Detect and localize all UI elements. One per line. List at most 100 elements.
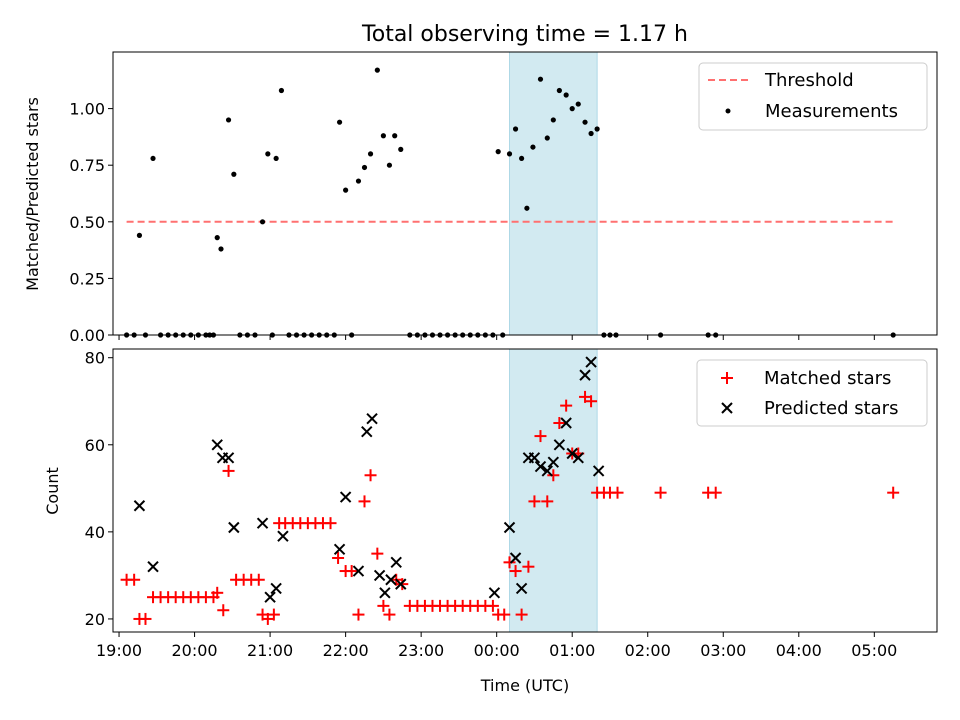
shaded-span	[509, 51, 598, 336]
x-tick-label: 03:00	[700, 641, 746, 660]
predicted-point	[503, 521, 516, 534]
matched-point	[364, 469, 377, 482]
y-tick-label: 80	[85, 349, 105, 368]
measurement-point	[278, 87, 285, 94]
measurement-point	[214, 235, 220, 241]
matched-point	[252, 573, 265, 586]
predicted-point	[488, 587, 501, 599]
measurement-point	[544, 135, 550, 141]
legend-threshold-label: Threshold	[764, 70, 854, 91]
x-tick-label: 20:00	[172, 641, 218, 660]
matched-point	[267, 608, 280, 621]
predicted-point	[566, 447, 578, 460]
predicted-point	[133, 500, 146, 512]
y-tick-label: 1.00	[69, 100, 105, 119]
measurement-point	[506, 151, 513, 157]
matched-point	[217, 604, 230, 617]
legend-predicted-label: Predicted stars	[764, 398, 898, 419]
measurement-point	[556, 87, 562, 94]
y-tick-label: 60	[85, 436, 105, 455]
predicted-point	[534, 460, 547, 473]
legend-ratio-box	[698, 62, 928, 131]
matched-point	[345, 565, 358, 578]
matched-point	[509, 565, 522, 578]
panel-ratio-ylabel: Matched/Predicted stars	[23, 97, 42, 291]
legend-count: Matched stars Predicted stars	[696, 359, 928, 427]
matched-point	[261, 612, 274, 625]
matched-point	[528, 495, 541, 508]
predicted-point	[560, 417, 572, 429]
legend-measurements-swatch	[725, 108, 731, 114]
predicted-point	[211, 439, 223, 451]
panel-count-ylabel: Count	[43, 467, 62, 515]
legend-measurements-label: Measurements	[765, 101, 898, 122]
predicted-point	[228, 521, 240, 534]
predicted-point	[373, 569, 386, 582]
matched-point	[560, 399, 573, 412]
matched-point	[654, 486, 667, 499]
matched-point	[396, 578, 409, 591]
y-tick-label: 0.75	[69, 156, 105, 175]
chart-title: Total observing time = 1.17 h	[361, 22, 688, 47]
x-tick-label: 19:00	[96, 641, 142, 660]
measurement-point	[575, 101, 581, 107]
x-tick-label: 04:00	[776, 641, 822, 660]
y-tick-label: 0.50	[69, 213, 105, 232]
matched-point	[128, 573, 141, 586]
predicted-point	[395, 578, 407, 590]
matched-point	[222, 464, 235, 477]
x-tick-label: 00:00	[474, 641, 520, 660]
matched-point	[358, 495, 371, 508]
measurement-point	[265, 151, 271, 157]
predicted-point	[379, 587, 391, 599]
predicted-point	[585, 356, 597, 368]
matched-point	[887, 486, 900, 499]
measurement-point	[231, 171, 237, 177]
measurement-point	[380, 133, 386, 139]
predicted-point	[592, 465, 605, 477]
x-tick-label: 02:00	[625, 641, 671, 660]
legend-ratio: Threshold Measurements	[698, 62, 928, 131]
x-tick-label: 21:00	[247, 641, 293, 660]
y-tick-label: 0.00	[69, 326, 105, 345]
matched-point	[211, 586, 224, 599]
matched-point	[383, 608, 396, 621]
matched-point	[547, 469, 560, 482]
matched-point	[585, 395, 598, 408]
panel-ratio: 0.00 0.25 0.50 0.75 1.00 Matched/Predicted s…	[23, 51, 938, 345]
matched-point	[541, 495, 554, 508]
matched-point	[611, 486, 624, 499]
predicted-point	[277, 530, 289, 542]
predicted-point	[339, 491, 352, 503]
matched-point	[709, 486, 722, 499]
measurement-point	[530, 144, 536, 150]
panel-count: 20 40 60 80 19:00 20:00 21:00 22:00 23:00 00:00 0…	[43, 348, 938, 695]
measurement-point	[367, 151, 374, 157]
x-tick-label: 05:00	[851, 641, 897, 660]
predicted-point	[264, 591, 276, 603]
predicted-point	[366, 412, 378, 425]
measurement-point	[392, 133, 398, 139]
measurement-point	[355, 178, 362, 184]
measurement-point	[336, 119, 343, 125]
y-tick-label: 40	[85, 523, 105, 542]
predicted-point	[256, 517, 269, 529]
panel-count-frame	[112, 348, 938, 633]
predicted-point	[572, 452, 584, 464]
measurement-point	[582, 119, 588, 125]
predicted-point	[528, 452, 541, 464]
predicted-point	[352, 565, 365, 577]
legend-matched-label: Matched stars	[764, 368, 891, 389]
matched-point	[579, 390, 592, 403]
x-tick-label: 01:00	[549, 641, 595, 660]
measurement-point	[512, 126, 519, 132]
matched-point	[352, 608, 365, 621]
predicted-point	[547, 456, 560, 468]
x-axis-label: Time (UTC)	[480, 676, 569, 695]
legend-matched-swatch	[721, 372, 733, 384]
predicted-point	[147, 560, 159, 573]
predicted-point	[270, 582, 282, 595]
measurement-point	[569, 106, 575, 112]
predicted-point	[333, 543, 346, 555]
predicted-point	[509, 552, 522, 564]
